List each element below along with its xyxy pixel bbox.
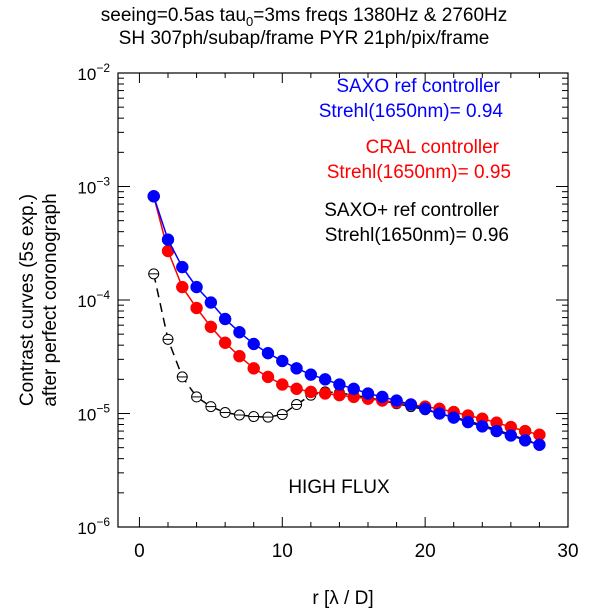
data-point [218, 312, 232, 326]
data-point [347, 382, 360, 396]
series-line [152, 196, 540, 446]
data-point [433, 407, 446, 420]
data-point [233, 349, 246, 363]
legend-cral-strehl: Strehl(1650nm)= 0.95 [327, 162, 511, 183]
data-point [390, 394, 403, 407]
data-point [204, 320, 218, 334]
data-point [361, 387, 375, 400]
data-point [404, 398, 418, 411]
data-point [247, 362, 260, 375]
data-point [261, 346, 275, 360]
data-point [333, 378, 346, 391]
x-tick-label: 0 [134, 541, 145, 562]
y-tick-label: 10−5 [77, 402, 110, 425]
x-axis-label: r [λ / D] [312, 588, 373, 609]
legend-saxo-name: SAXO ref controller [336, 76, 500, 97]
y-axis-label-line-2: after perfect coronograph [40, 193, 61, 406]
data-point [176, 280, 189, 294]
data-point [318, 387, 332, 400]
data-point [276, 354, 289, 368]
data-point [276, 378, 289, 391]
series-line [152, 196, 540, 436]
data-point [318, 373, 332, 386]
x-tick-label: 20 [415, 541, 436, 562]
y-tick-label: 10−2 [77, 61, 110, 84]
y-tick-label: 10−6 [77, 515, 110, 538]
plot-frame [117, 72, 569, 528]
y-tick-label: 10−3 [77, 175, 110, 198]
legend-saxoplus-strehl: Strehl(1650nm)= 0.96 [325, 225, 509, 246]
data-point [304, 385, 318, 399]
data-point [218, 336, 232, 350]
data-point [304, 368, 318, 381]
chart-title-line-2: SH 307ph/subap/frame PYR 21ph/pix/frame [118, 28, 490, 49]
data-point [533, 438, 546, 452]
y-axis-label-line-1: Contrast curves (5s exp.) [17, 194, 38, 406]
data-point [247, 337, 260, 351]
x-tick-label: 10 [272, 541, 293, 562]
data-point [447, 411, 460, 424]
data-point [418, 402, 432, 416]
data-point [147, 190, 160, 203]
legend-cral-name: CRAL controller [366, 137, 500, 158]
series-layer [147, 190, 546, 452]
x-tick-label: 30 [557, 541, 578, 562]
y-tick-label: 10−4 [77, 288, 110, 311]
data-point [290, 362, 303, 375]
data-point [190, 280, 203, 294]
chart-title-line-1: seeing=0.5as tau0=3ms freqs 1380Hz & 276… [0, 5, 608, 29]
title-subscript: 0 [246, 13, 254, 29]
data-point [461, 415, 475, 429]
data-point [376, 390, 389, 404]
data-point [476, 420, 489, 433]
data-point [161, 233, 175, 246]
series-line [152, 273, 540, 446]
data-point [518, 434, 532, 447]
data-point [190, 301, 203, 315]
data-point [233, 325, 246, 339]
legend-saxo-strehl: Strehl(1650nm)= 0.94 [319, 101, 504, 122]
data-point [261, 370, 275, 384]
data-point [333, 388, 346, 402]
title-prefix: seeing=0.5as tau [100, 5, 247, 26]
data-point [204, 296, 218, 309]
data-point [290, 382, 303, 396]
annotation-high-flux: HIGH FLUX [288, 477, 390, 498]
title-suffix: =3ms freqs 1380Hz & 2760Hz [253, 5, 508, 26]
data-point [490, 424, 503, 438]
data-point [176, 260, 189, 274]
data-point [504, 429, 518, 442]
legend-saxoplus-name: SAXO+ ref controller [324, 200, 499, 221]
